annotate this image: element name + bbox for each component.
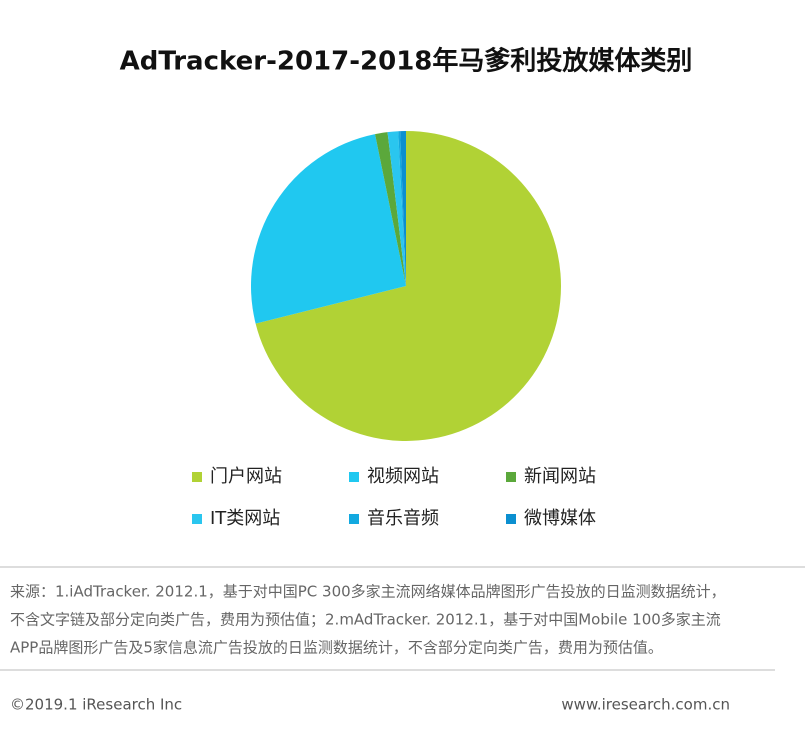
legend: 门户网站 视频网站 新闻网站 IT类网站 音乐音频 微博媒体 (192, 466, 596, 529)
pie-slice (400, 131, 406, 286)
legend-swatch (506, 514, 516, 524)
legend-swatch (506, 472, 516, 482)
legend-label: IT类网站 (210, 508, 280, 529)
source-line: 不含文字链及部分定向类广告，费用为预估值；2.mAdTracker. 2012.… (10, 611, 721, 629)
legend-swatch (192, 472, 202, 482)
pie-slice (398, 131, 406, 286)
legend-label: 新闻网站 (524, 466, 596, 487)
legend-swatch (349, 514, 359, 524)
source-line: APP品牌图形广告及5家信息流广告投放的日监测数据统计，不含部分定向类广告，费用… (10, 639, 663, 657)
copyright: ©2019.1 iResearch Inc (10, 696, 182, 714)
legend-swatch (349, 472, 359, 482)
pie-slice (375, 132, 406, 286)
pie (250, 131, 561, 441)
pie-slice (387, 131, 406, 286)
source-line: 来源：1.iAdTracker. 2012.1，基于对中国PC 300多家主流网… (10, 583, 726, 601)
legend-label: 门户网站 (210, 466, 282, 487)
chart-title: AdTracker-2017-2018年马爹利投放媒体类别 (120, 46, 693, 77)
legend-swatch (192, 514, 202, 524)
legend-label: 音乐音频 (367, 508, 439, 529)
legend-label: 微博媒体 (524, 508, 596, 529)
pie-slice (255, 131, 561, 441)
legend-label: 视频网站 (367, 466, 439, 487)
website: www.iresearch.com.cn (561, 696, 730, 714)
pie-slice (250, 134, 406, 324)
